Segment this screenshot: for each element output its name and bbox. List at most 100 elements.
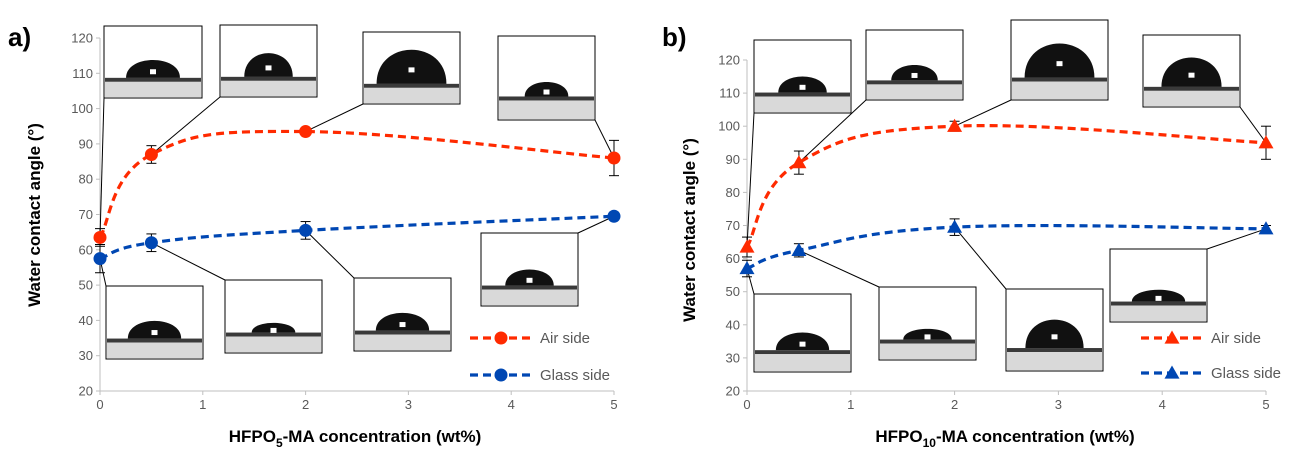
inset-frame <box>362 31 461 105</box>
data-point <box>791 242 807 256</box>
y-tick-label: 90 <box>79 136 93 151</box>
inset-substrate <box>107 338 202 343</box>
chart-panel-b: b) 20 30 40 50 60 70 80 90 100 110 120 0 1 2 3 4 5 Water c… <box>662 19 1281 450</box>
droplet-highlight <box>1056 61 1063 67</box>
inset-substrate-reflection <box>482 289 577 305</box>
y-tick-label: 80 <box>726 185 740 200</box>
droplet <box>251 322 296 333</box>
panel-label: a) <box>8 22 31 52</box>
series-air-side <box>739 118 1274 258</box>
leader-line <box>99 97 105 238</box>
droplet-inset-image <box>224 279 323 354</box>
droplet-highlight <box>924 334 931 340</box>
inset-substrate <box>226 332 321 337</box>
inset-substrate <box>105 77 201 82</box>
y-tick-label: 110 <box>719 86 740 101</box>
inset-substrate <box>482 285 577 290</box>
legend-swatch-marker <box>1164 330 1180 344</box>
legend-label: Glass side <box>1211 365 1281 382</box>
panel-label: b) <box>662 22 687 52</box>
leader-line <box>594 119 615 159</box>
droplet-highlight <box>1051 334 1058 340</box>
y-axis-title: Water contact angle (°) <box>25 123 44 307</box>
inset-frame <box>105 285 204 360</box>
droplet-inset-image <box>480 232 579 307</box>
inset-frame <box>480 232 579 307</box>
droplet <box>903 328 952 340</box>
inset-substrate-reflection <box>867 84 962 99</box>
x-tick-label: 3 <box>405 397 412 412</box>
series-glass-side <box>93 209 621 274</box>
droplet-inset-image <box>865 29 964 101</box>
droplet-inset-image <box>353 277 452 352</box>
x-tick-label: 2 <box>951 397 958 412</box>
series-line <box>746 223 1267 271</box>
y-tick-label: 40 <box>79 313 93 328</box>
leader-line <box>151 96 221 155</box>
series-line <box>99 214 615 261</box>
inset-frame <box>497 35 596 121</box>
inset-frame <box>219 24 318 98</box>
data-point <box>739 239 755 253</box>
x-tick-label: 4 <box>1159 397 1166 412</box>
data-point <box>144 236 158 250</box>
data-point <box>299 223 313 237</box>
x-axis-title-suffix: -MA concentration (wt%) <box>283 427 482 446</box>
droplet <box>1161 57 1222 87</box>
droplet <box>891 65 938 81</box>
droplet-highlight <box>799 84 806 90</box>
leader-line <box>577 215 615 234</box>
droplet-highlight <box>408 67 415 73</box>
y-tick-label: 100 <box>718 119 740 134</box>
data-point <box>947 219 963 233</box>
inset-substrate-reflection <box>355 334 450 350</box>
inset-substrate <box>355 330 450 335</box>
x-axis-title-prefix: HFPO <box>229 427 276 446</box>
series-glass-side <box>739 218 1274 278</box>
inset-frame <box>1005 288 1104 372</box>
legend: Air side Glass side <box>470 330 610 384</box>
inset-substrate-reflection <box>499 100 594 119</box>
leader-line <box>746 112 755 248</box>
data-point <box>144 147 158 161</box>
y-tick-label: 50 <box>726 284 740 299</box>
y-tick-label: 30 <box>726 350 740 365</box>
legend: Air side Glass side <box>1141 330 1281 382</box>
droplet-insets <box>753 19 1241 373</box>
x-tick-label: 2 <box>302 397 309 412</box>
x-tick-label: 0 <box>96 397 103 412</box>
inset-substrate-reflection <box>755 354 850 371</box>
data-point <box>1258 135 1274 149</box>
inset-frame <box>1109 248 1208 323</box>
data-point <box>607 151 621 165</box>
inset-substrate <box>1007 348 1102 353</box>
inset-frame <box>224 279 323 354</box>
inset-frame <box>1010 19 1109 101</box>
inset-substrate-reflection <box>105 81 201 97</box>
droplet <box>126 60 180 78</box>
inset-substrate <box>755 92 850 97</box>
x-axis-title-suffix: -MA concentration (wt%) <box>936 427 1135 446</box>
leader-line <box>1206 228 1267 250</box>
x-tick-label: 1 <box>847 397 854 412</box>
x-tick-label: 0 <box>743 397 750 412</box>
droplet <box>1024 43 1095 78</box>
droplet <box>127 320 182 339</box>
y-axis-title: Water contact angle (°) <box>680 138 699 322</box>
y-tick-label: 50 <box>79 278 93 293</box>
droplet <box>778 76 827 93</box>
inset-substrate-reflection <box>1012 81 1107 99</box>
leader-line <box>954 226 1007 290</box>
inset-leader-lines <box>99 96 615 287</box>
x-axis-title: HFPO10-MA concentration (wt%) <box>875 427 1134 450</box>
legend-label: Air side <box>540 330 590 347</box>
y-tick-label: 60 <box>726 251 740 266</box>
droplet-inset-image <box>1010 19 1109 101</box>
droplet <box>376 49 447 84</box>
legend-air-side: Air side <box>1141 330 1261 347</box>
y-tick-label: 100 <box>71 101 93 116</box>
data-point <box>791 155 807 169</box>
x-tick-label: 3 <box>1055 397 1062 412</box>
droplet-highlight <box>1155 295 1162 301</box>
